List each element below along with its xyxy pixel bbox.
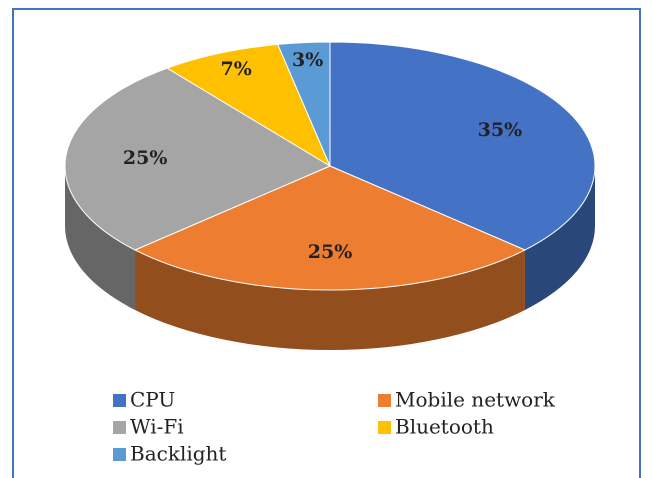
slice — [133, 165, 527, 291]
legend-label: Bluetooth — [395, 415, 494, 439]
legend-swatch — [378, 394, 391, 407]
legend-swatch — [113, 394, 126, 407]
slice — [166, 43, 332, 168]
slice-side — [135, 249, 525, 351]
data-label: 7% — [220, 58, 251, 80]
data-label: 35% — [478, 119, 523, 141]
frame — [12, 8, 641, 478]
data-label: 25% — [123, 147, 168, 169]
data-label: 25% — [308, 241, 353, 263]
slice-side — [524, 166, 595, 310]
data-label: 3% — [292, 49, 323, 71]
legend-swatch — [113, 421, 126, 434]
legend-label: Wi-Fi — [130, 415, 184, 439]
legend-label: Backlight — [130, 442, 226, 466]
slice — [64, 67, 332, 251]
slice — [329, 41, 596, 251]
slice — [277, 41, 331, 167]
legend-label: Mobile network — [395, 388, 556, 412]
legend-label: CPU — [130, 388, 175, 412]
legend-swatch — [113, 448, 126, 461]
legend-swatch — [378, 421, 391, 434]
slice-side — [65, 166, 136, 310]
